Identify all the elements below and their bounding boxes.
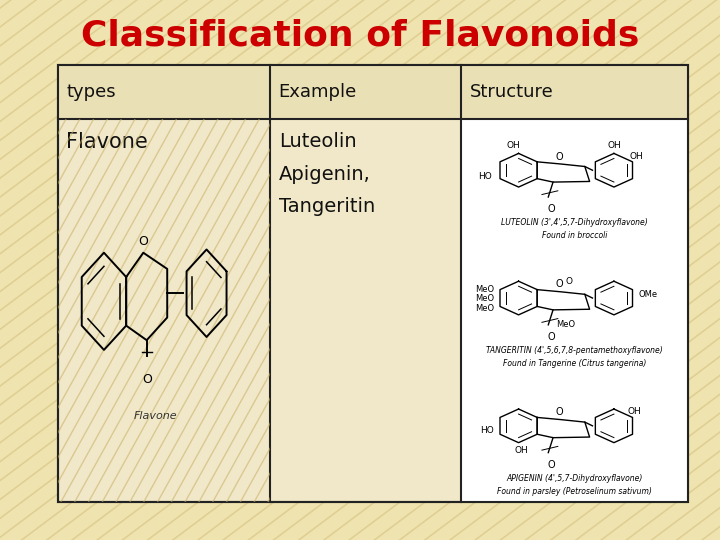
Text: OH: OH (628, 407, 642, 416)
Bar (58, 65, 688, 502)
Bar (58, 65, 688, 119)
Text: O: O (556, 279, 563, 289)
Text: APIGENIN (4',5,7-Dihydroxyflavone)
Found in parsley (Petroselinum sativum): APIGENIN (4',5,7-Dihydroxyflavone) Found… (497, 474, 652, 496)
Bar (461, 119, 688, 502)
Text: Structure: Structure (469, 83, 553, 101)
Text: MeO: MeO (474, 285, 494, 294)
Text: OH: OH (607, 141, 621, 150)
Text: Example: Example (279, 83, 357, 101)
Text: O: O (556, 407, 563, 417)
Text: O: O (556, 152, 563, 161)
Text: TANGERITIN (4',5,6,7,8-pentamethoxyflavone)
Found in Tangerine (Citrus tangerina: TANGERITIN (4',5,6,7,8-pentamethoxyflavo… (486, 346, 662, 368)
Text: O: O (548, 205, 555, 214)
Bar (58, 65, 688, 502)
Text: Flavone: Flavone (66, 132, 148, 152)
Text: O: O (548, 332, 555, 342)
Text: HO: HO (480, 426, 494, 435)
Text: MeO: MeO (557, 320, 575, 329)
Text: MeO: MeO (474, 294, 494, 302)
Text: OH: OH (507, 141, 521, 150)
Text: O: O (548, 460, 555, 470)
Text: O: O (142, 373, 152, 386)
Text: OH: OH (515, 447, 528, 455)
Text: types: types (66, 83, 116, 101)
Text: OH: OH (629, 152, 643, 161)
Text: O: O (565, 276, 572, 286)
Text: Flavone: Flavone (133, 411, 177, 421)
Text: HO: HO (479, 172, 492, 181)
Text: O: O (138, 235, 148, 248)
Text: OMe: OMe (639, 290, 657, 299)
Text: MeO: MeO (474, 303, 494, 313)
Text: Luteolin
Apigenin,
Tangeritin: Luteolin Apigenin, Tangeritin (279, 132, 375, 217)
Text: LUTEOLIN (3',4',5,7-Dihydroxyflavone)
Found in broccoli: LUTEOLIN (3',4',5,7-Dihydroxyflavone) Fo… (501, 219, 647, 240)
Text: Classification of Flavonoids: Classification of Flavonoids (81, 18, 639, 52)
